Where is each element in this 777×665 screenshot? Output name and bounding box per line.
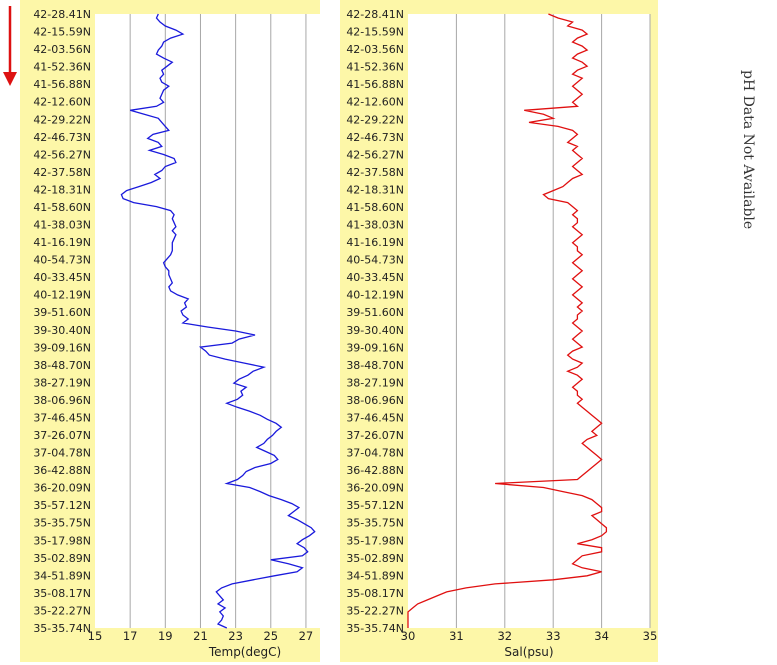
sal-latitude-label: 40-33.45N bbox=[346, 271, 404, 284]
temp-latitude-label: 35-02.89N bbox=[33, 552, 91, 565]
sal-latitude-label: 41-38.03N bbox=[346, 219, 404, 232]
temp-latitude-label: 40-12.19N bbox=[33, 289, 91, 302]
sal-latitude-label: 40-54.73N bbox=[346, 254, 404, 267]
sal-latitude-label: 41-58.60N bbox=[346, 201, 404, 214]
sal-latitude-label: 37-04.78N bbox=[346, 447, 404, 460]
temp-latitude-label: 41-52.36N bbox=[33, 61, 91, 74]
down-arrow-icon bbox=[3, 6, 17, 86]
temp-latitude-label: 42-28.41N bbox=[33, 8, 91, 21]
temp-latitude-label: 40-33.45N bbox=[33, 271, 91, 284]
temp-latitude-label: 38-06.96N bbox=[33, 394, 91, 407]
sal-latitude-label: 42-29.22N bbox=[346, 113, 404, 126]
temp-latitude-label: 38-48.70N bbox=[33, 359, 91, 372]
ph-unavailable-text: pH Data Not Available bbox=[740, 70, 756, 230]
temp-latitude-label: 35-35.74N bbox=[33, 622, 91, 635]
sal-latitude-label: 42-18.31N bbox=[346, 183, 404, 196]
temp-latitude-label: 39-30.40N bbox=[33, 324, 91, 337]
sal-latitude-label: 35-22.27N bbox=[346, 604, 404, 617]
sal-latitude-label: 39-51.60N bbox=[346, 306, 404, 319]
temp-x-tick-label: 15 bbox=[88, 629, 103, 643]
temp-latitude-label: 42-37.58N bbox=[33, 166, 91, 179]
sal-latitude-label: 39-30.40N bbox=[346, 324, 404, 337]
sal-x-tick-label: 30 bbox=[401, 629, 416, 643]
temp-latitude-label: 42-18.31N bbox=[33, 183, 91, 196]
temp-latitude-label: 35-17.98N bbox=[33, 534, 91, 547]
temp-latitude-label: 42-12.60N bbox=[33, 96, 91, 109]
temp-latitude-label: 36-42.88N bbox=[33, 464, 91, 477]
temp-latitude-label: 40-54.73N bbox=[33, 254, 91, 267]
sal-latitude-label: 35-08.17N bbox=[346, 587, 404, 600]
temp-x-tick-label: 23 bbox=[228, 629, 243, 643]
sal-latitude-label: 38-48.70N bbox=[346, 359, 404, 372]
temp-latitude-label: 35-57.12N bbox=[33, 499, 91, 512]
temp-latitude-label: 37-26.07N bbox=[33, 429, 91, 442]
temp-latitude-label: 37-46.45N bbox=[33, 411, 91, 424]
temp-latitude-label: 39-51.60N bbox=[33, 306, 91, 319]
temp-latitude-label: 41-16.19N bbox=[33, 236, 91, 249]
temp-latitude-label: 42-03.56N bbox=[33, 43, 91, 56]
temp-plot-area bbox=[95, 14, 320, 628]
temp-x-axis-label: Temp(degC) bbox=[208, 645, 281, 659]
temp-x-tick-label: 17 bbox=[123, 629, 138, 643]
temp-x-tick-label: 21 bbox=[193, 629, 208, 643]
temp-latitude-label: 42-56.27N bbox=[33, 148, 91, 161]
sal-latitude-label: 35-02.89N bbox=[346, 552, 404, 565]
sal-latitude-label: 42-28.41N bbox=[346, 8, 404, 21]
temp-latitude-label: 35-35.75N bbox=[33, 517, 91, 530]
sal-x-tick-label: 35 bbox=[643, 629, 658, 643]
sal-latitude-label: 42-15.59N bbox=[346, 26, 404, 39]
sal-latitude-label: 42-46.73N bbox=[346, 131, 404, 144]
sal-latitude-label: 41-56.88N bbox=[346, 78, 404, 91]
temp-latitude-label: 35-08.17N bbox=[33, 587, 91, 600]
temp-latitude-label: 36-20.09N bbox=[33, 482, 91, 495]
sal-latitude-label: 42-12.60N bbox=[346, 96, 404, 109]
sal-latitude-label: 42-37.58N bbox=[346, 166, 404, 179]
temp-latitude-label: 41-38.03N bbox=[33, 219, 91, 232]
sal-latitude-label: 38-06.96N bbox=[346, 394, 404, 407]
sal-latitude-label: 34-51.89N bbox=[346, 569, 404, 582]
temp-x-tick-label: 27 bbox=[299, 629, 314, 643]
temp-latitude-label: 41-58.60N bbox=[33, 201, 91, 214]
temp-latitude-label: 42-46.73N bbox=[33, 131, 91, 144]
sal-latitude-label: 38-27.19N bbox=[346, 376, 404, 389]
sal-plot-area bbox=[408, 14, 650, 628]
temp-latitude-label: 42-29.22N bbox=[33, 113, 91, 126]
sal-x-tick-label: 34 bbox=[594, 629, 609, 643]
sal-latitude-label: 35-17.98N bbox=[346, 534, 404, 547]
sal-latitude-label: 35-35.75N bbox=[346, 517, 404, 530]
sal-latitude-label: 41-16.19N bbox=[346, 236, 404, 249]
sal-latitude-label: 42-03.56N bbox=[346, 43, 404, 56]
sal-latitude-label: 37-46.45N bbox=[346, 411, 404, 424]
sal-series-line bbox=[407, 13, 608, 628]
ph-unavailable-note: pH Data Not Available bbox=[740, 70, 760, 270]
sal-latitude-label: 37-26.07N bbox=[346, 429, 404, 442]
temp-x-tick-label: 19 bbox=[158, 629, 173, 643]
sal-x-axis-label: Sal(psu) bbox=[504, 645, 553, 659]
temp-latitude-label: 35-22.27N bbox=[33, 604, 91, 617]
temp-latitude-label: 38-27.19N bbox=[33, 376, 91, 389]
temp-latitude-label: 39-09.16N bbox=[33, 341, 91, 354]
temp-latitude-label: 41-56.88N bbox=[33, 78, 91, 91]
sal-x-tick-label: 33 bbox=[546, 629, 561, 643]
sal-latitude-label: 36-42.88N bbox=[346, 464, 404, 477]
sal-latitude-label: 35-35.74N bbox=[346, 622, 404, 635]
temp-x-tick-label: 25 bbox=[263, 629, 278, 643]
temp-latitude-label: 37-04.78N bbox=[33, 447, 91, 460]
sal-latitude-label: 40-12.19N bbox=[346, 289, 404, 302]
sal-latitude-label: 39-09.16N bbox=[346, 341, 404, 354]
sal-latitude-label: 42-56.27N bbox=[346, 148, 404, 161]
sal-latitude-label: 41-52.36N bbox=[346, 61, 404, 74]
sal-x-tick-label: 31 bbox=[449, 629, 464, 643]
sal-latitude-label: 36-20.09N bbox=[346, 482, 404, 495]
sal-x-tick-label: 32 bbox=[497, 629, 512, 643]
sal-latitude-label: 35-57.12N bbox=[346, 499, 404, 512]
temp-series-line bbox=[120, 13, 316, 629]
temp-latitude-label: 34-51.89N bbox=[33, 569, 91, 582]
temp-latitude-label: 42-15.59N bbox=[33, 26, 91, 39]
